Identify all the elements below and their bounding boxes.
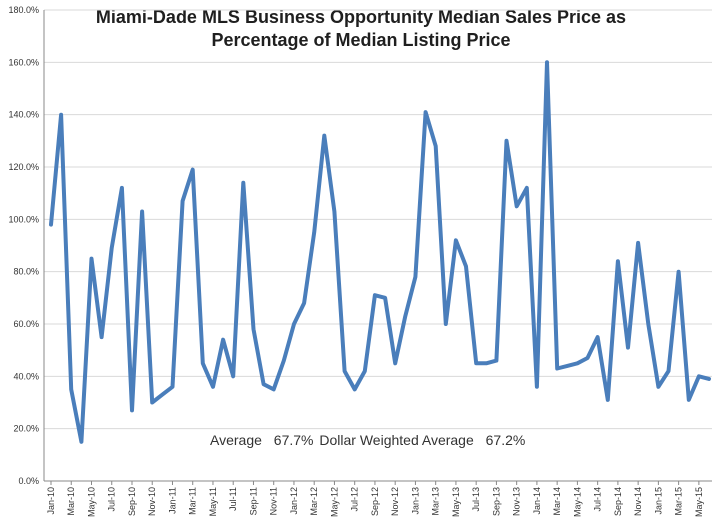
x-tick-label: Mar-10 [66, 487, 76, 516]
x-tick-label: Mar-13 [431, 487, 441, 516]
x-axis: Jan-10 Mar-10 May-10 Jul-10 Sep-10 Nov-10 Jan-… [46, 481, 704, 517]
average-value: 67.7% [274, 432, 314, 448]
y-tick-label: 140.0% [8, 110, 39, 120]
series-line [49, 60, 711, 444]
series-layer [49, 60, 711, 444]
x-tick-label: Mar-11 [188, 487, 198, 515]
x-tick-label: Nov-14 [633, 487, 643, 516]
average-label: Average [210, 432, 262, 448]
x-tick-label: Sep-14 [613, 487, 623, 516]
x-tick-label: May-12 [329, 487, 339, 517]
chart-title: Miami-Dade MLS Business Opportunity Medi… [0, 6, 722, 52]
x-tick-label: Jul-12 [350, 487, 360, 512]
x-tick-label: Jul-11 [228, 487, 238, 511]
y-tick-label: 120.0% [8, 162, 39, 172]
x-tick-label: Jan-15 [653, 487, 663, 515]
weighted-average-value: 67.2% [486, 432, 526, 448]
gridlines [44, 9, 712, 482]
chart-title-line-2: Percentage of Median Listing Price [211, 30, 511, 50]
x-tick-label: May-15 [694, 487, 704, 517]
x-tick-label: Sep-11 [248, 487, 258, 515]
y-tick-label: 20.0% [13, 424, 39, 434]
x-tick-label: May-13 [451, 487, 461, 517]
x-tick-label: May-10 [86, 487, 96, 517]
y-tick-label: 0.0% [18, 476, 39, 486]
y-tick-label: 160.0% [8, 57, 39, 67]
x-tick-label: May-14 [572, 487, 582, 517]
x-tick-label: Mar-12 [309, 487, 319, 516]
weighted-average-label: Dollar Weighted Average [319, 432, 474, 448]
x-tick-label: Jul-13 [471, 487, 481, 512]
average-annotation: Average 67.7% Dollar Weighted Average 67… [210, 432, 525, 448]
x-tick-label: Jan-11 [167, 487, 177, 514]
y-tick-label: 100.0% [8, 214, 39, 224]
x-tick-label: May-11 [208, 487, 218, 516]
x-tick-label: Mar-14 [552, 487, 562, 516]
x-tick-label: Nov-10 [147, 487, 157, 516]
y-tick-label: 40.0% [13, 371, 39, 381]
x-tick-label: Jul-10 [107, 487, 117, 512]
x-tick-label: Jan-14 [532, 487, 542, 515]
y-tick-label: 80.0% [13, 267, 39, 277]
x-tick-label: Nov-13 [512, 487, 522, 516]
y-axis: 0.0% 20.0% 40.0% 60.0% 80.0% 100.0% 120.0% 140.… [8, 5, 45, 486]
stats-annotation: Average 67.7% Dollar Weighted Average 67… [210, 432, 525, 448]
chart-title-line-1: Miami-Dade MLS Business Opportunity Medi… [95, 7, 627, 27]
x-tick-label: Nov-12 [390, 487, 400, 516]
y-tick-label: 60.0% [13, 319, 39, 329]
x-tick-label: Jan-13 [410, 487, 420, 515]
x-tick-label: Jan-10 [46, 487, 56, 515]
x-tick-label: Mar-15 [674, 487, 684, 516]
x-tick-label: Sep-13 [491, 487, 501, 516]
x-tick-label: Sep-10 [127, 487, 137, 516]
x-tick-label: Jul-14 [593, 487, 603, 512]
y-tick-label: 180.0% [8, 5, 39, 15]
x-tick-label: Nov-11 [269, 487, 279, 515]
x-tick-label: Jan-12 [289, 487, 299, 515]
x-tick-label: Sep-12 [370, 487, 380, 516]
